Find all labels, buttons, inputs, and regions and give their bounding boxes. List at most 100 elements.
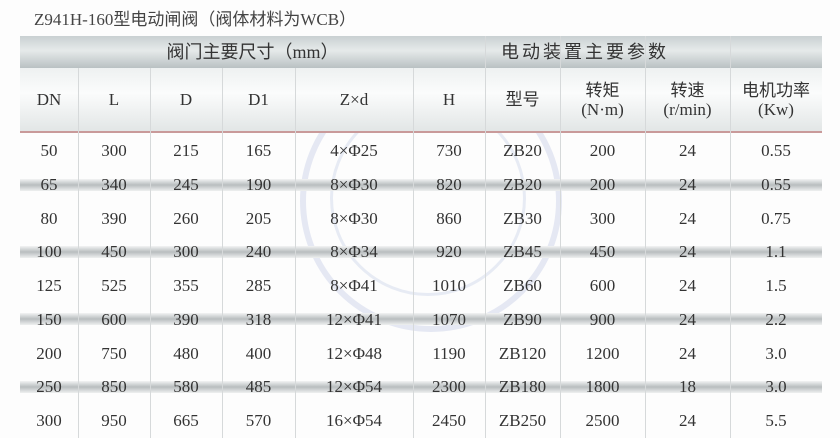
table-cell: 200 — [36, 343, 62, 363]
table-cell: 4×Φ25 — [330, 141, 378, 161]
column-header-band — [20, 68, 822, 133]
table-cell: 2.2 — [765, 309, 787, 329]
group-header-actuator: 电动装置主要参数 — [501, 42, 669, 62]
table-cell: 920 — [436, 242, 462, 262]
table-cell: 340 — [101, 175, 127, 195]
column-divider — [413, 68, 414, 438]
table-cell: 730 — [436, 141, 462, 161]
table-cell: ZB20 — [503, 175, 542, 195]
table-cell: 24 — [679, 343, 696, 363]
row-stripe — [20, 178, 822, 191]
table-cell: 1800 — [585, 377, 620, 397]
table-cell: 570 — [245, 410, 272, 430]
column-header: H — [442, 90, 456, 109]
column-header: L — [108, 90, 120, 109]
table-cell: 12×Φ48 — [325, 343, 382, 363]
column-divider — [222, 68, 223, 438]
row-stripe — [20, 245, 822, 258]
table-cell: 18 — [679, 377, 696, 397]
column-divider — [485, 36, 486, 438]
table-cell: 24 — [679, 175, 696, 195]
table-cell: 190 — [245, 175, 272, 195]
table-cell: 24 — [679, 242, 696, 262]
table-cell: 24 — [679, 141, 696, 161]
table-cell: 8×Φ30 — [330, 208, 378, 228]
table-cell: 355 — [173, 276, 199, 296]
table-cell: 2300 — [432, 377, 466, 397]
table-cell: 485 — [245, 377, 272, 397]
table-cell: 300 — [589, 208, 616, 228]
table-cell: 5.5 — [765, 410, 787, 430]
table-cell: 480 — [173, 343, 199, 363]
table-cell: 300 — [101, 141, 127, 161]
table-cell: 2450 — [432, 410, 466, 430]
table-cell: 8×Φ34 — [330, 242, 378, 262]
table-cell: 900 — [589, 309, 616, 329]
table-cell: 450 — [589, 242, 616, 262]
table-cell: 24 — [679, 276, 696, 296]
table-cell: 580 — [173, 377, 199, 397]
column-header: 转速 (r/min) — [663, 80, 712, 119]
column-header: D — [179, 90, 193, 109]
table-cell: 24 — [679, 309, 696, 329]
table-cell: ZB180 — [498, 377, 547, 397]
group-header-valve: 阀门主要尺寸（mm） — [166, 42, 339, 62]
table-cell: 2500 — [585, 410, 620, 430]
column-divider — [78, 68, 79, 438]
table-cell: 3.0 — [765, 377, 787, 397]
table-cell: 240 — [245, 242, 272, 262]
table-cell: 1.1 — [765, 242, 787, 262]
table-cell: 600 — [101, 309, 127, 329]
column-divider — [295, 68, 296, 438]
table-cell: 820 — [436, 175, 462, 195]
table-cell: 665 — [173, 410, 199, 430]
row-stripe — [20, 380, 822, 393]
table-cell: ZB20 — [503, 141, 542, 161]
table-cell: 200 — [589, 141, 616, 161]
table-cell: ZB30 — [503, 208, 542, 228]
table-cell: 3.0 — [765, 343, 787, 363]
table-cell: ZB60 — [503, 276, 542, 296]
table-cell: 65 — [40, 175, 58, 195]
column-header: DN — [36, 90, 62, 109]
column-header: D1 — [248, 90, 269, 109]
table-cell: 390 — [101, 208, 127, 228]
table-cell: ZB90 — [503, 309, 542, 329]
table-cell: 1010 — [432, 276, 466, 296]
page-title: Z941H-160型电动闸阀（阀体材料为WCB） — [34, 10, 357, 29]
column-divider — [730, 36, 731, 438]
column-header: 电机功率 (Kw) — [742, 80, 810, 119]
column-divider — [560, 36, 561, 438]
table-cell: ZB120 — [498, 343, 547, 363]
table-cell: 205 — [245, 208, 272, 228]
table-cell: 300 — [36, 410, 62, 430]
table-cell: 150 — [36, 309, 62, 329]
table-cell: 850 — [101, 377, 127, 397]
table-cell: 200 — [589, 175, 616, 195]
table-cell: 860 — [436, 208, 462, 228]
table-cell: 12×Φ54 — [325, 377, 382, 397]
table-cell: 100 — [36, 242, 62, 262]
column-header: 转矩 (N·m) — [581, 80, 624, 119]
table-cell: 400 — [245, 343, 272, 363]
table-cell: 600 — [589, 276, 616, 296]
table-cell: 165 — [245, 141, 272, 161]
table-cell: 0.75 — [761, 208, 791, 228]
table-cell: ZB250 — [498, 410, 547, 430]
table-cell: 125 — [36, 276, 62, 296]
table-cell: 245 — [173, 175, 199, 195]
table-cell: 16×Φ54 — [325, 410, 382, 430]
row-stripe — [20, 313, 822, 326]
table-cell: 525 — [101, 276, 127, 296]
table-cell: 8×Φ41 — [330, 276, 378, 296]
table-cell: 390 — [173, 309, 199, 329]
column-header: Z×d — [339, 90, 369, 109]
table-cell: 24 — [679, 208, 696, 228]
table-cell: 318 — [245, 309, 272, 329]
table-cell: 1.5 — [765, 276, 787, 296]
table-cell: 750 — [101, 343, 127, 363]
group-header-band — [20, 36, 822, 68]
column-divider — [645, 36, 646, 438]
table-cell: 250 — [36, 377, 62, 397]
table-cell: 950 — [101, 410, 127, 430]
